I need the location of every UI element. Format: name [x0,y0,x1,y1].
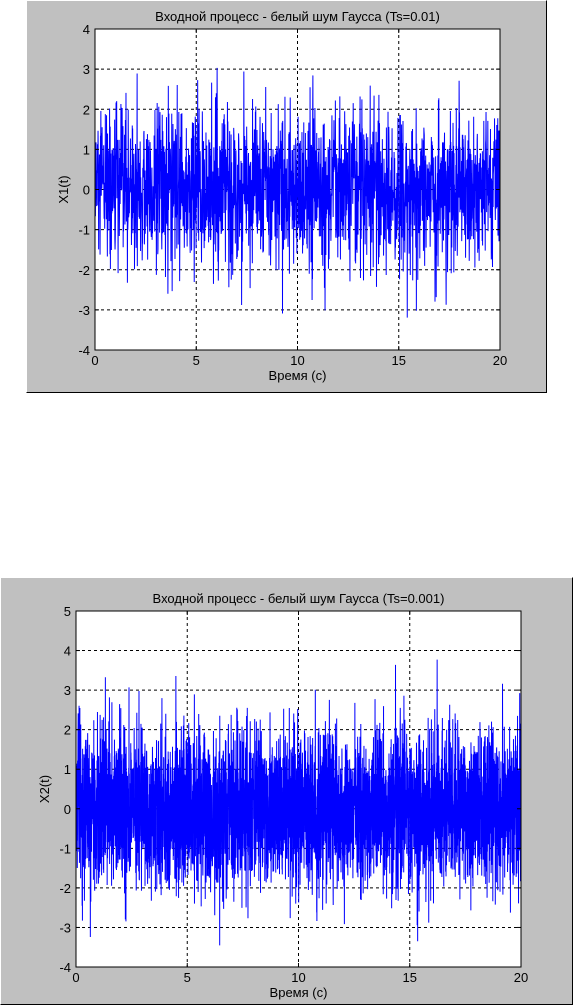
x-tick-label: 5 [184,970,191,985]
y-tick-label: 1 [64,762,71,777]
y-tick-label: -3 [78,303,90,318]
x-tick-label: 10 [290,353,304,368]
y-tick-label: -4 [78,343,90,358]
series-line [76,659,521,946]
y-tick-label: 1 [83,142,90,157]
y-tick-label: 2 [64,723,71,738]
chart-x2: 0 5 10 15 20 -4 -3 -2 -1 0 1 2 3 4 5 Входной процесс - … [37,591,528,1000]
x-axis-label: Время (c) [269,368,327,383]
chart-title: Входной процесс - белый шум Гаусса (Ts=0… [153,591,445,606]
x-tick-label: 15 [403,970,417,985]
y-tick-label: -2 [78,263,90,278]
x-tick-label: 0 [91,353,98,368]
chart-title: Входной процесс - белый шум Гаусса (Ts=0… [155,9,440,24]
x-tick-label: 10 [291,970,305,985]
x-axis-label: Время (c) [270,985,328,1000]
y-tick-label: 3 [64,683,71,698]
y-tick-label: 4 [83,22,90,37]
y-tick-label: -1 [59,841,71,856]
x-tick-label: 5 [193,353,200,368]
x-tick-label: 20 [493,353,507,368]
y-tick-label: 0 [83,183,90,198]
y-tick-label: -3 [59,920,71,935]
y-tick-label: 4 [64,644,71,659]
y-tick-label: 0 [64,802,71,817]
y-tick-label: 5 [64,604,71,619]
y-tick-label: 3 [83,62,90,77]
x-tick-label: 20 [514,970,528,985]
x-tick-label: 15 [392,353,406,368]
y-tick-label: -1 [78,223,90,238]
series-line [95,67,500,318]
figure-x1: 0 5 10 15 20 -4 -3 -2 -1 0 1 2 3 4 Входной процесс - б… [26,0,547,393]
y-tick-label: -4 [59,960,71,975]
figure-x2: 0 5 10 15 20 -4 -3 -2 -1 0 1 2 3 4 5 Входной процесс - … [0,577,573,1005]
chart-x1: 0 5 10 15 20 -4 -3 -2 -1 0 1 2 3 4 Входной процесс - б… [56,9,507,383]
y-tick-label: 2 [83,102,90,117]
y-axis-label: X2(t) [37,775,52,803]
y-axis-label: X1(t) [56,175,71,203]
x-tick-label: 0 [72,970,79,985]
y-tick-label: -2 [59,881,71,896]
